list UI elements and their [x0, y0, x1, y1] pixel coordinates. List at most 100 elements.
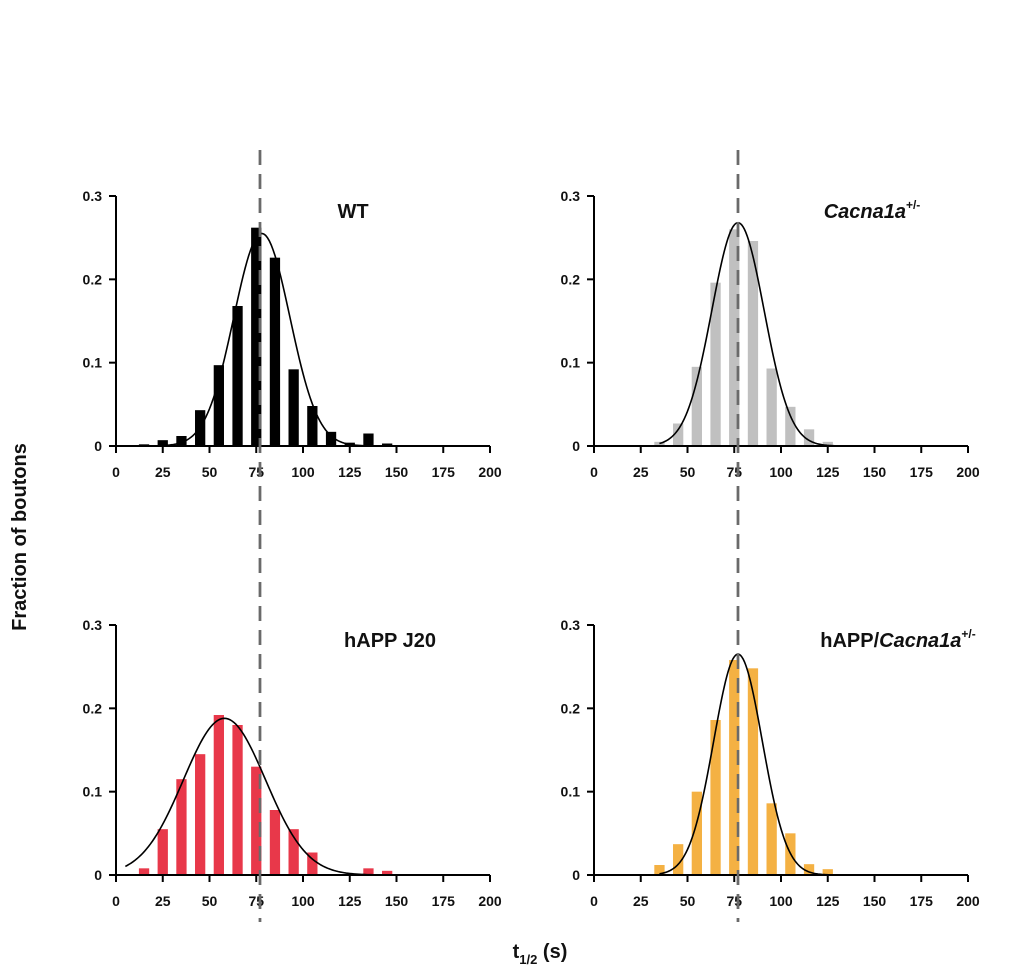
x-tick-label-happ-cacna1a-50: 50 — [680, 893, 696, 909]
bar-happ-cacna1a-65 — [710, 720, 721, 875]
bar-happ-j20-135 — [363, 868, 374, 875]
bar-happ-cacna1a-75 — [729, 660, 740, 875]
panel-title-italic: Cacna1a — [824, 201, 906, 223]
y-tick-label-cacna1a-0.2: 0.2 — [561, 271, 581, 287]
y-tick-label-cacna1a-0.1: 0.1 — [561, 355, 581, 371]
y-tick-label-wt-0.3: 0.3 — [83, 188, 103, 204]
x-tick-label-cacna1a-25: 25 — [633, 464, 649, 480]
bar-happ-j20-35 — [176, 779, 187, 875]
bar-happ-cacna1a-115 — [803, 864, 815, 875]
panel-wt: 0 25 50 75 100 125 150 175 200 0 0.1 0.2 0.3 WT — [83, 150, 502, 922]
bar-happ-cacna1a-55 — [691, 791, 702, 875]
bar-happ-cacna1a-95 — [766, 803, 777, 875]
x-tick-label-happ-cacna1a-150: 150 — [863, 893, 887, 909]
x-axis-title-main: t — [513, 941, 520, 963]
x-tick-label-cacna1a-75: 75 — [726, 464, 742, 480]
bar-happ-j20-25 — [157, 829, 168, 875]
x-tick-label-happ-cacna1a-100: 100 — [769, 893, 793, 909]
x-tick-label-cacna1a-125: 125 — [816, 464, 840, 480]
y-tick-label-happ-cacna1a-0.2: 0.2 — [561, 700, 581, 716]
y-tick-label-happ-j20-0: 0 — [94, 867, 102, 883]
fit-curve-wt — [134, 232, 397, 447]
y-axis-title: Fraction of boutons — [9, 443, 31, 631]
x-tick-label-cacna1a-150: 150 — [863, 464, 887, 480]
bar-happ-j20-55 — [213, 715, 224, 875]
bar-cacna1a-95 — [766, 368, 777, 446]
x-tick-label-cacna1a-200: 200 — [956, 464, 980, 480]
bar-happ-j20-65 — [232, 725, 243, 875]
bar-cacna1a-115 — [803, 429, 815, 446]
x-tick-label-wt-25: 25 — [155, 464, 171, 480]
bar-wt-65 — [232, 306, 243, 446]
y-tick-label-cacna1a-0: 0 — [572, 438, 580, 454]
bar-happ-j20-95 — [288, 829, 299, 875]
bar-wt-145 — [382, 443, 393, 446]
x-tick-label-happ-j20-200: 200 — [478, 893, 502, 909]
panel-title-happ-cacna1a: hAPP/Cacna1a+/- — [820, 627, 976, 652]
x-tick-label-wt-125: 125 — [338, 464, 362, 480]
y-tick-label-wt-0: 0 — [94, 438, 102, 454]
bar-cacna1a-65 — [710, 282, 721, 446]
x-tick-label-happ-j20-175: 175 — [432, 893, 456, 909]
bar-wt-75 — [251, 227, 262, 446]
panel-happ-cacna1a: 0 25 50 75 100 125 150 175 200 0 0.1 0.2 0.3 hAPP/Cac… — [561, 150, 980, 922]
x-tick-label-happ-cacna1a-25: 25 — [633, 893, 649, 909]
x-tick-label-happ-j20-150: 150 — [385, 893, 409, 909]
bar-wt-25 — [157, 440, 168, 446]
panel-title-plain: hAPP/ — [820, 630, 879, 652]
bar-happ-j20-15 — [138, 868, 150, 875]
bar-cacna1a-35 — [654, 441, 665, 446]
bar-happ-cacna1a-35 — [654, 865, 665, 875]
x-tick-label-cacna1a-0: 0 — [590, 464, 598, 480]
x-tick-label-cacna1a-50: 50 — [680, 464, 696, 480]
panels: 0 25 50 75 100 125 150 175 200 0 0.1 0.2 0.3 WT 0 25 50 7… — [83, 150, 980, 922]
bar-wt-115 — [325, 431, 337, 446]
x-tick-label-happ-j20-25: 25 — [155, 893, 171, 909]
x-tick-label-wt-150: 150 — [385, 464, 409, 480]
bar-happ-j20-75 — [251, 766, 262, 875]
y-tick-label-cacna1a-0.3: 0.3 — [561, 188, 581, 204]
bar-cacna1a-105 — [785, 406, 796, 446]
x-tick-label-wt-75: 75 — [248, 464, 264, 480]
x-tick-label-happ-j20-50: 50 — [202, 893, 218, 909]
panel-title-plain: WT — [337, 201, 368, 223]
panel-title-superscript: +/- — [906, 198, 920, 212]
x-tick-label-happ-j20-75: 75 — [248, 893, 264, 909]
bar-cacna1a-75 — [729, 229, 740, 446]
bar-cacna1a-125 — [822, 441, 833, 446]
bar-wt-95 — [288, 369, 299, 446]
y-tick-label-happ-j20-0.1: 0.1 — [83, 784, 103, 800]
y-tick-label-happ-cacna1a-0.1: 0.1 — [561, 784, 581, 800]
x-tick-label-cacna1a-175: 175 — [910, 464, 934, 480]
bar-happ-cacna1a-125 — [822, 869, 833, 875]
fit-curve-cacna1a — [659, 221, 838, 447]
panel-title-plain: hAPP J20 — [344, 630, 436, 652]
x-tick-label-happ-cacna1a-0: 0 — [590, 893, 598, 909]
x-tick-label-wt-175: 175 — [432, 464, 456, 480]
x-tick-label-wt-50: 50 — [202, 464, 218, 480]
x-axis-title-unit: (s) — [537, 941, 567, 963]
bar-happ-cacna1a-85 — [747, 668, 759, 875]
fit-curve-happ-j20 — [124, 717, 397, 876]
y-tick-label-happ-cacna1a-0.3: 0.3 — [561, 617, 581, 633]
panel-title-italic: Cacna1a — [879, 630, 961, 652]
x-tick-label-happ-cacna1a-175: 175 — [910, 893, 934, 909]
x-tick-label-happ-cacna1a-75: 75 — [726, 893, 742, 909]
bar-cacna1a-45 — [673, 423, 684, 446]
x-tick-label-happ-j20-125: 125 — [338, 893, 362, 909]
x-axis-title-subscript: 1/2 — [519, 952, 537, 965]
x-tick-label-cacna1a-100: 100 — [769, 464, 793, 480]
x-tick-label-happ-cacna1a-200: 200 — [956, 893, 980, 909]
bar-happ-j20-85 — [269, 810, 281, 875]
panel-happ-j20: 0 25 50 75 100 125 150 175 200 0 0.1 0.2 0.3 hAPP J20 — [83, 150, 502, 922]
y-tick-label-happ-cacna1a-0: 0 — [572, 867, 580, 883]
bar-wt-135 — [363, 433, 374, 446]
bar-wt-85 — [269, 257, 281, 446]
bar-wt-105 — [307, 406, 318, 446]
bar-happ-j20-145 — [382, 870, 393, 875]
bar-happ-j20-45 — [195, 754, 206, 875]
bar-wt-55 — [213, 365, 224, 446]
fit-curve-happ-cacna1a — [659, 653, 838, 876]
x-tick-label-wt-100: 100 — [291, 464, 315, 480]
